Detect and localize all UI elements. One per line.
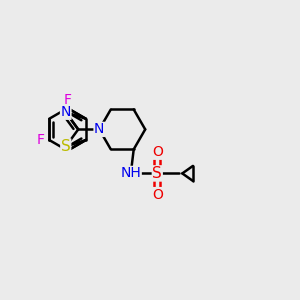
Text: N: N <box>61 105 71 119</box>
Text: F: F <box>37 133 45 147</box>
Text: NH: NH <box>120 167 141 180</box>
Text: N: N <box>94 122 104 136</box>
Text: S: S <box>152 166 162 181</box>
Text: O: O <box>152 188 163 202</box>
Text: O: O <box>152 145 163 159</box>
Text: S: S <box>61 139 70 154</box>
Text: F: F <box>64 93 72 107</box>
